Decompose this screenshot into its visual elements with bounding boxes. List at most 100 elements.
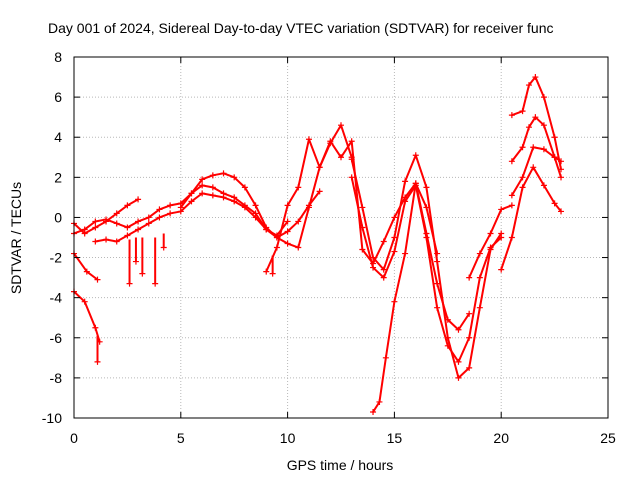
data-point bbox=[92, 238, 99, 245]
spike-point bbox=[152, 280, 159, 287]
data-point bbox=[519, 184, 526, 191]
series-G bbox=[263, 136, 473, 333]
data-point bbox=[370, 408, 377, 415]
data-point bbox=[348, 174, 355, 181]
data-point bbox=[209, 184, 216, 191]
grid bbox=[74, 57, 608, 418]
data-point bbox=[466, 334, 473, 341]
data-point bbox=[412, 180, 419, 187]
data-point bbox=[380, 274, 387, 281]
series-A bbox=[71, 288, 103, 345]
data-point bbox=[338, 154, 344, 161]
data-point bbox=[558, 166, 565, 173]
data-point bbox=[519, 108, 526, 115]
series-B bbox=[71, 250, 101, 283]
data-point bbox=[316, 188, 323, 195]
data-point bbox=[508, 234, 515, 241]
data-point bbox=[188, 190, 195, 197]
x-tick-label: 10 bbox=[280, 430, 296, 446]
y-tick-label: 2 bbox=[54, 169, 62, 185]
data-point bbox=[540, 146, 547, 153]
series-line bbox=[73, 198, 140, 235]
ticks bbox=[73, 56, 609, 419]
series-N bbox=[508, 74, 565, 173]
data-point bbox=[156, 214, 163, 221]
data-point bbox=[519, 174, 526, 181]
data-point bbox=[338, 122, 344, 129]
data-point bbox=[305, 136, 312, 143]
data-point bbox=[476, 250, 483, 257]
data-point bbox=[359, 204, 366, 211]
data-point bbox=[295, 218, 302, 225]
data-point bbox=[434, 304, 441, 311]
data-point bbox=[434, 258, 441, 265]
data-point bbox=[455, 374, 462, 381]
series-O bbox=[466, 202, 515, 281]
data-point bbox=[81, 226, 88, 233]
series-K bbox=[498, 164, 565, 273]
data-point bbox=[83, 268, 90, 275]
data-point bbox=[145, 214, 152, 221]
data-point bbox=[220, 170, 227, 177]
x-tick-label: 20 bbox=[493, 430, 509, 446]
data-point bbox=[434, 280, 441, 287]
x-axis-title: GPS time / hours bbox=[287, 457, 394, 473]
data-point bbox=[498, 206, 505, 213]
data-point bbox=[273, 244, 280, 251]
data-point bbox=[263, 268, 270, 275]
data-point bbox=[558, 174, 565, 181]
data-point bbox=[209, 192, 216, 199]
data-point bbox=[135, 196, 142, 203]
y-tick-label: 0 bbox=[54, 209, 62, 225]
spike-point bbox=[139, 270, 146, 277]
data-point bbox=[444, 334, 451, 341]
y-tick-label: -10 bbox=[42, 410, 62, 426]
data-point bbox=[284, 228, 291, 235]
data-point bbox=[476, 304, 483, 311]
data-point bbox=[391, 248, 398, 255]
data-point bbox=[252, 214, 259, 221]
data-point bbox=[135, 226, 142, 233]
data-point bbox=[252, 202, 259, 209]
data-point bbox=[316, 164, 323, 171]
data-point bbox=[551, 154, 558, 161]
spike-point bbox=[132, 258, 139, 265]
y-tick-label: 6 bbox=[54, 89, 62, 105]
data-point bbox=[177, 204, 184, 211]
data-point bbox=[466, 364, 473, 371]
data-point bbox=[434, 250, 441, 257]
data-point bbox=[124, 202, 131, 209]
data-point bbox=[525, 124, 532, 131]
y-tick-label: -4 bbox=[50, 290, 63, 306]
data-point bbox=[113, 220, 120, 227]
data-point bbox=[124, 224, 131, 231]
data-point bbox=[103, 216, 110, 223]
data-point bbox=[113, 210, 120, 217]
data-point bbox=[284, 240, 291, 247]
data-point bbox=[455, 358, 462, 365]
y-tick-label: -2 bbox=[50, 250, 63, 266]
data-point bbox=[113, 238, 120, 245]
data-point bbox=[231, 174, 238, 181]
data-point bbox=[81, 298, 88, 305]
data-point bbox=[305, 204, 312, 211]
x-tick-label: 25 bbox=[600, 430, 616, 446]
series-line bbox=[468, 204, 513, 279]
data-point bbox=[359, 246, 366, 253]
data-point bbox=[455, 326, 462, 333]
data-point bbox=[284, 218, 291, 225]
data-point bbox=[532, 74, 539, 81]
data-point bbox=[167, 202, 174, 209]
spike-point bbox=[269, 270, 276, 277]
data-point bbox=[295, 184, 302, 191]
data-point bbox=[540, 94, 547, 101]
y-axis-title: SDTVAR / TECUs bbox=[8, 182, 24, 294]
x-tick-label: 5 bbox=[177, 430, 185, 446]
data-point bbox=[370, 264, 377, 271]
series-J bbox=[370, 180, 441, 415]
data-point bbox=[508, 112, 515, 119]
data-point bbox=[402, 198, 409, 205]
plot-frame bbox=[73, 56, 609, 419]
data-point bbox=[508, 158, 515, 165]
data-point bbox=[167, 210, 174, 217]
